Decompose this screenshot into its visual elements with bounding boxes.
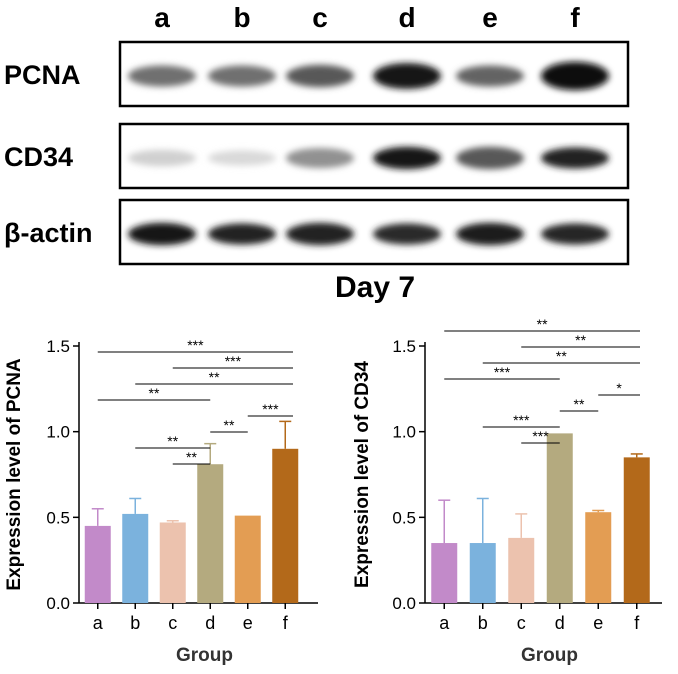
significance-label: **: [574, 396, 585, 412]
significance-label: **: [575, 332, 586, 348]
blot-band: [208, 150, 276, 166]
y-tick-label: 0.5: [392, 508, 416, 527]
blot-strip: [118, 198, 630, 266]
blot-band: [456, 146, 524, 170]
significance-label: **: [537, 316, 548, 332]
cd34-bar-chart: 0.0 0.5 1.0 1.5 a b c d e f Group Expression level …: [352, 316, 662, 666]
blot-band: [286, 222, 354, 246]
blot-band: [541, 147, 609, 169]
blot-band: [128, 65, 196, 87]
significance-label: **: [186, 449, 197, 465]
x-tick-label: d: [555, 613, 565, 633]
blot-lane-label: b: [233, 2, 250, 33]
x-tick-label: f: [634, 613, 640, 633]
bar-d: [197, 464, 224, 603]
significance-label: **: [149, 385, 160, 401]
blot-band: [456, 222, 524, 246]
significance-label: ***: [262, 401, 279, 417]
significance-label: ***: [494, 364, 511, 380]
blot-row-label: β-actin: [4, 218, 93, 248]
blot-lane-label: f: [570, 2, 580, 33]
blot-lane-label: c: [312, 2, 328, 33]
blot-strip: [118, 122, 630, 190]
y-axis-label: Expression level of PCNA: [4, 358, 25, 591]
bar-a: [431, 543, 458, 603]
x-tick-label: c: [168, 613, 177, 633]
x-tick-label: a: [439, 613, 450, 633]
x-tick-label: d: [205, 613, 215, 633]
significance-label: **: [224, 417, 235, 433]
blot-band: [208, 223, 276, 245]
y-tick-label: 0.5: [46, 508, 70, 527]
x-tick-label: b: [478, 613, 488, 633]
x-tick-label: b: [130, 613, 140, 633]
blot-lane-label: e: [482, 2, 498, 33]
x-tick-label: f: [283, 613, 289, 633]
blot-band: [456, 65, 524, 87]
y-tick-label: 1.0: [46, 423, 70, 442]
significance-label: ***: [532, 428, 549, 444]
blot-strips: [118, 40, 630, 266]
x-tick-label: e: [243, 613, 253, 633]
significance-label: **: [167, 433, 178, 449]
bar-f: [272, 448, 299, 603]
blot-row-label: CD34: [4, 142, 73, 172]
blot-lane-label: a: [154, 2, 170, 33]
blot-lane-labels: a b c d e f: [154, 2, 580, 33]
bar-e: [234, 515, 261, 603]
blot-strip: [118, 40, 630, 108]
blot-band: [286, 148, 354, 168]
blot-band: [373, 223, 441, 245]
y-axis-label: Expression level of CD34: [352, 361, 373, 588]
significance-label: ***: [513, 412, 530, 428]
x-tick-label: e: [593, 613, 603, 633]
blot-band: [128, 149, 196, 167]
significance-label: ***: [225, 353, 242, 369]
x-axis-label: Group: [176, 645, 233, 666]
y-tick-label: 1.0: [392, 423, 416, 442]
significance-label: *: [616, 380, 622, 396]
blot-row-labels: PCNA CD34 β-actin: [4, 60, 93, 248]
pcna-bar-chart: 0.0 0.5 1.0 1.5 a b c d e f Group Expression level …: [4, 337, 318, 666]
significance-label: **: [556, 348, 567, 364]
x-axis-label: Group: [521, 645, 578, 666]
blot-band: [541, 223, 609, 245]
blot-band: [541, 61, 609, 91]
significance-label: **: [209, 369, 220, 385]
y-tick-label: 1.5: [392, 337, 416, 356]
bar-a: [84, 525, 111, 603]
x-tick-label: a: [93, 613, 104, 633]
bar-b: [469, 543, 496, 603]
day-title: Day 7: [335, 271, 415, 304]
y-tick-label: 0.0: [46, 594, 70, 613]
blot-band: [373, 63, 441, 89]
bar-c: [159, 522, 186, 603]
bar-c: [508, 537, 535, 603]
significance-label: ***: [187, 337, 204, 353]
x-tick-label: c: [517, 613, 526, 633]
blot-band: [128, 222, 196, 246]
blot-band: [286, 64, 354, 88]
bar-b: [122, 513, 149, 603]
blot-band: [208, 65, 276, 87]
y-tick-label: 1.5: [46, 337, 70, 356]
western-blot-panel: a b c d e f PCNA CD34 β-actin: [4, 2, 630, 266]
bar-d: [546, 433, 573, 603]
y-tick-label: 0.0: [392, 594, 416, 613]
blot-band: [373, 146, 441, 170]
bar-f: [623, 457, 650, 603]
blot-lane-label: d: [398, 2, 415, 33]
blot-row-label: PCNA: [4, 60, 81, 90]
bar-e: [585, 512, 612, 603]
